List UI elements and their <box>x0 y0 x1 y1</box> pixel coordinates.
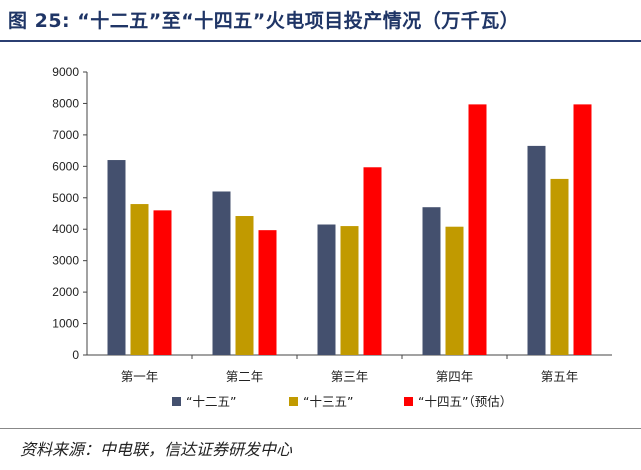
bar-2-3 <box>340 226 359 355</box>
bar-3-4 <box>468 104 487 355</box>
bar-2-1 <box>130 204 149 355</box>
x-tick-label: 第一年 <box>121 369 159 384</box>
legend-swatch-3 <box>404 397 413 406</box>
bar-3-1 <box>153 210 172 355</box>
source-note: 资料来源：中电联，信达证券研发中心 <box>20 440 293 459</box>
bar-2-2 <box>235 216 254 355</box>
y-axis: 0 1000 2000 3000 4000 5000 6000 7000 8000 9000 <box>52 65 88 362</box>
legend-label-1: “十二五” <box>186 394 236 409</box>
y-tick-label: 4000 <box>52 222 79 236</box>
x-tick-label: 第二年 <box>226 369 264 384</box>
y-tick-label: 8000 <box>52 96 79 110</box>
y-tick-label: 1000 <box>52 317 79 331</box>
bar-1-5 <box>527 145 546 355</box>
y-tick-label: 3000 <box>52 254 79 268</box>
bars <box>107 104 592 355</box>
x-tick-label: 第三年 <box>331 369 369 384</box>
y-tick-label: 7000 <box>52 128 79 142</box>
bar-2-5 <box>550 178 569 355</box>
x-tick-label: 第四年 <box>436 369 474 384</box>
bar-1-2 <box>212 191 231 355</box>
legend: “十二五” “十三五” “十四五”（预估） <box>172 394 512 409</box>
bar-3-5 <box>573 104 592 355</box>
x-axis: 第一年 第二年 第三年 第四年 第五年 <box>87 354 612 384</box>
y-tick-label: 0 <box>72 348 79 362</box>
title-divider <box>0 40 641 42</box>
bar-3-2 <box>258 230 277 355</box>
source-divider <box>0 428 641 429</box>
bar-1-3 <box>317 224 336 355</box>
bar-chart: 0 1000 2000 3000 4000 5000 6000 7000 8000 9000 第一… <box>52 65 612 409</box>
bar-1-1 <box>107 160 126 355</box>
y-tick-label: 9000 <box>52 65 79 79</box>
legend-label-2: “十三五” <box>303 394 353 409</box>
x-tick-label: 第五年 <box>541 369 579 384</box>
bar-3-3 <box>363 167 382 355</box>
chart-title: 图 25: “十二五”至“十四五”火电项目投产情况（万千瓦） <box>8 10 520 32</box>
y-tick-label: 6000 <box>52 159 79 173</box>
legend-swatch-1 <box>172 397 181 406</box>
bar-2-4 <box>445 226 464 355</box>
legend-label-3: “十四五”（预估） <box>418 394 512 409</box>
y-tick-label: 2000 <box>52 285 79 299</box>
y-tick-label: 5000 <box>52 191 79 205</box>
legend-swatch-2 <box>289 397 298 406</box>
bar-1-4 <box>422 207 441 355</box>
